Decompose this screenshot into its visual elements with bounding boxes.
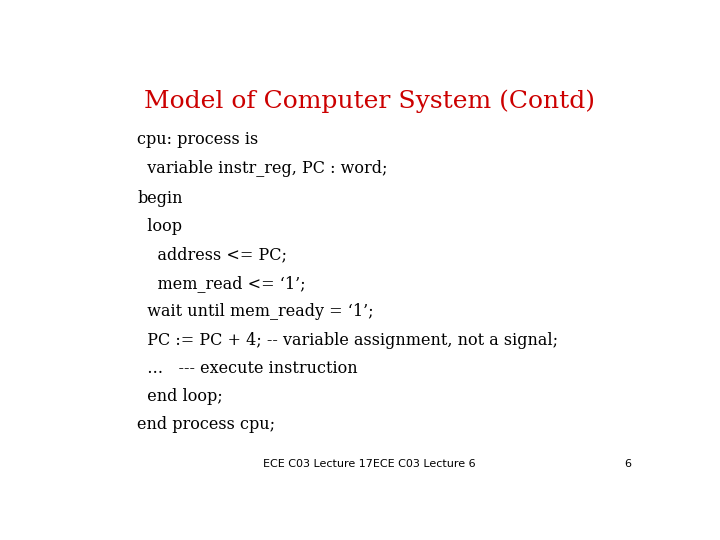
Text: 6: 6 bbox=[624, 459, 631, 469]
Text: variable instr_reg, PC : word;: variable instr_reg, PC : word; bbox=[138, 160, 388, 177]
Text: …   --- execute instruction: … --- execute instruction bbox=[138, 360, 358, 377]
Text: Model of Computer System (Contd): Model of Computer System (Contd) bbox=[143, 90, 595, 113]
Text: ECE C03 Lecture 17ECE C03 Lecture 6: ECE C03 Lecture 17ECE C03 Lecture 6 bbox=[263, 459, 475, 469]
Text: begin: begin bbox=[138, 190, 183, 207]
Text: loop: loop bbox=[138, 219, 182, 235]
Text: cpu: process is: cpu: process is bbox=[138, 131, 258, 148]
Text: end process cpu;: end process cpu; bbox=[138, 416, 276, 434]
Text: PC := PC + 4; -- variable assignment, not a signal;: PC := PC + 4; -- variable assignment, no… bbox=[138, 332, 559, 348]
Text: wait until mem_ready = ‘1’;: wait until mem_ready = ‘1’; bbox=[138, 303, 374, 320]
Text: mem_read <= ‘1’;: mem_read <= ‘1’; bbox=[138, 275, 306, 292]
Text: address <= PC;: address <= PC; bbox=[138, 247, 287, 264]
Text: end loop;: end loop; bbox=[138, 388, 223, 405]
